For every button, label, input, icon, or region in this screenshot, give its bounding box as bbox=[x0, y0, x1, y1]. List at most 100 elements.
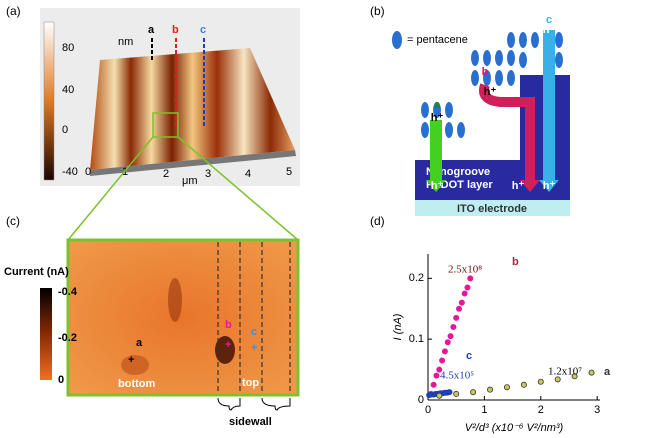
path-label: c bbox=[546, 14, 552, 26]
data-point bbox=[453, 314, 460, 321]
data-point bbox=[588, 369, 595, 376]
marker-label: c bbox=[200, 24, 206, 36]
afm-surface bbox=[90, 48, 295, 170]
map-feature bbox=[168, 278, 182, 322]
colorbar-tick: 80 bbox=[62, 42, 74, 54]
marker-label: a bbox=[136, 337, 143, 349]
marker-cross: + bbox=[128, 354, 134, 366]
data-point bbox=[571, 373, 578, 380]
colorbar-tick: 0 bbox=[58, 374, 64, 386]
path-arrow bbox=[543, 30, 555, 180]
map-feature bbox=[121, 355, 149, 375]
x-tick-label: 1 bbox=[481, 404, 487, 416]
x-axis-label: V²/d³ (x10⁻⁶ V²/nm³) bbox=[465, 422, 564, 434]
colorbar bbox=[40, 288, 52, 380]
data-point bbox=[446, 389, 453, 396]
carrier-label: h⁺ bbox=[543, 180, 556, 192]
data-point bbox=[433, 372, 440, 379]
data-point bbox=[470, 389, 477, 396]
marker-cross: + bbox=[225, 339, 231, 351]
data-point bbox=[458, 299, 465, 306]
y-axis-label: I (nA) bbox=[392, 313, 404, 340]
brace bbox=[217, 397, 241, 411]
layer-label: Nanogroove bbox=[426, 166, 490, 178]
region-label: bottom bbox=[118, 378, 155, 390]
data-point bbox=[503, 384, 510, 391]
path-arrowhead bbox=[539, 180, 559, 192]
x-tick-label: 3 bbox=[594, 404, 600, 416]
data-point bbox=[520, 381, 527, 388]
marker-label: b bbox=[225, 319, 232, 331]
carrier-label: h⁺ bbox=[512, 180, 525, 192]
series-label: c bbox=[466, 350, 472, 362]
data-point bbox=[456, 305, 463, 312]
data-point bbox=[430, 381, 437, 388]
marker-label: b bbox=[172, 24, 179, 36]
data-point bbox=[467, 275, 474, 282]
ito-electrode bbox=[415, 200, 570, 216]
x-tick-label: 0 bbox=[425, 404, 431, 416]
y-tick-label: 0 bbox=[418, 394, 424, 406]
path-arrowhead bbox=[520, 180, 540, 192]
panel-label: (b) bbox=[370, 4, 385, 18]
panel-d: (d) 0 1 2 3 0 0.1 0.2 V²/d³ (x10⁻⁶ V²/nm³) I (nA… bbox=[370, 214, 611, 434]
x-unit: μm bbox=[182, 175, 198, 187]
panel-label: (c) bbox=[6, 214, 20, 228]
panel-label: (d) bbox=[370, 214, 385, 228]
afm-base bbox=[90, 150, 296, 176]
panel-label: (a) bbox=[6, 4, 21, 18]
data-point bbox=[464, 284, 471, 291]
zoom-line bbox=[67, 136, 154, 241]
pentacene-stack bbox=[421, 32, 563, 138]
data-point bbox=[439, 357, 446, 364]
data-point bbox=[436, 392, 443, 399]
carrier-label: h⁺ bbox=[543, 24, 556, 36]
data-point bbox=[461, 290, 468, 297]
data-point bbox=[441, 348, 448, 355]
carrier-label: h⁺ bbox=[431, 180, 444, 192]
series-label: b bbox=[512, 256, 519, 268]
path-arrow bbox=[479, 83, 535, 180]
data-point bbox=[487, 386, 494, 393]
unit-label: nm bbox=[118, 36, 133, 48]
annotation: 4.5x10⁵ bbox=[440, 370, 474, 382]
colorbar-title: Current (nA) bbox=[4, 266, 69, 278]
data-point bbox=[444, 339, 451, 346]
annotation: 2.5x10⁸ bbox=[448, 264, 482, 276]
data-point bbox=[537, 378, 544, 385]
carrier-label: h⁺ bbox=[431, 112, 444, 124]
path-arrowhead bbox=[426, 180, 446, 192]
panel-b: (b) = pentacene ITO electrode Nanogroove… bbox=[370, 4, 570, 216]
region-lines bbox=[217, 242, 291, 393]
brace bbox=[261, 397, 291, 411]
y-tick-label: 0.1 bbox=[409, 333, 424, 345]
panel-a: (a) 80 40 0 -40 nm a b c 0 1 2 3 4 5 μm bbox=[6, 4, 300, 241]
series-label: a bbox=[604, 366, 611, 378]
x-tick: 0 bbox=[85, 166, 91, 178]
x-tick: 4 bbox=[245, 168, 251, 180]
legend-text: = pentacene bbox=[407, 34, 468, 46]
colorbar-tick: -0.4 bbox=[58, 286, 78, 298]
x-tick-label: 2 bbox=[538, 404, 544, 416]
colorbar-tick: 40 bbox=[62, 84, 74, 96]
y-tick-label: 0.2 bbox=[409, 272, 424, 284]
data-point bbox=[554, 376, 561, 383]
x-tick: 5 bbox=[286, 166, 292, 178]
current-map bbox=[66, 238, 300, 397]
zoom-line bbox=[177, 136, 299, 241]
annotation: 1.2x10⁷ bbox=[548, 366, 582, 378]
marker-label: c bbox=[251, 326, 257, 338]
marker-label: a bbox=[148, 24, 155, 36]
x-tick: 2 bbox=[163, 168, 169, 180]
electrode-label: ITO electrode bbox=[457, 203, 527, 215]
data-point bbox=[436, 366, 443, 373]
path-label: a bbox=[434, 99, 441, 111]
panel-c: (c) Current (nA) -0.4 -0.2 0 a b c + + +… bbox=[4, 214, 300, 428]
marker-cross: + bbox=[251, 342, 257, 354]
region-label: sidewall bbox=[229, 416, 272, 428]
colorbar-tick: -0.2 bbox=[58, 332, 77, 344]
data-point bbox=[447, 333, 454, 340]
zoom-box bbox=[152, 112, 179, 138]
map-feature bbox=[215, 336, 235, 364]
